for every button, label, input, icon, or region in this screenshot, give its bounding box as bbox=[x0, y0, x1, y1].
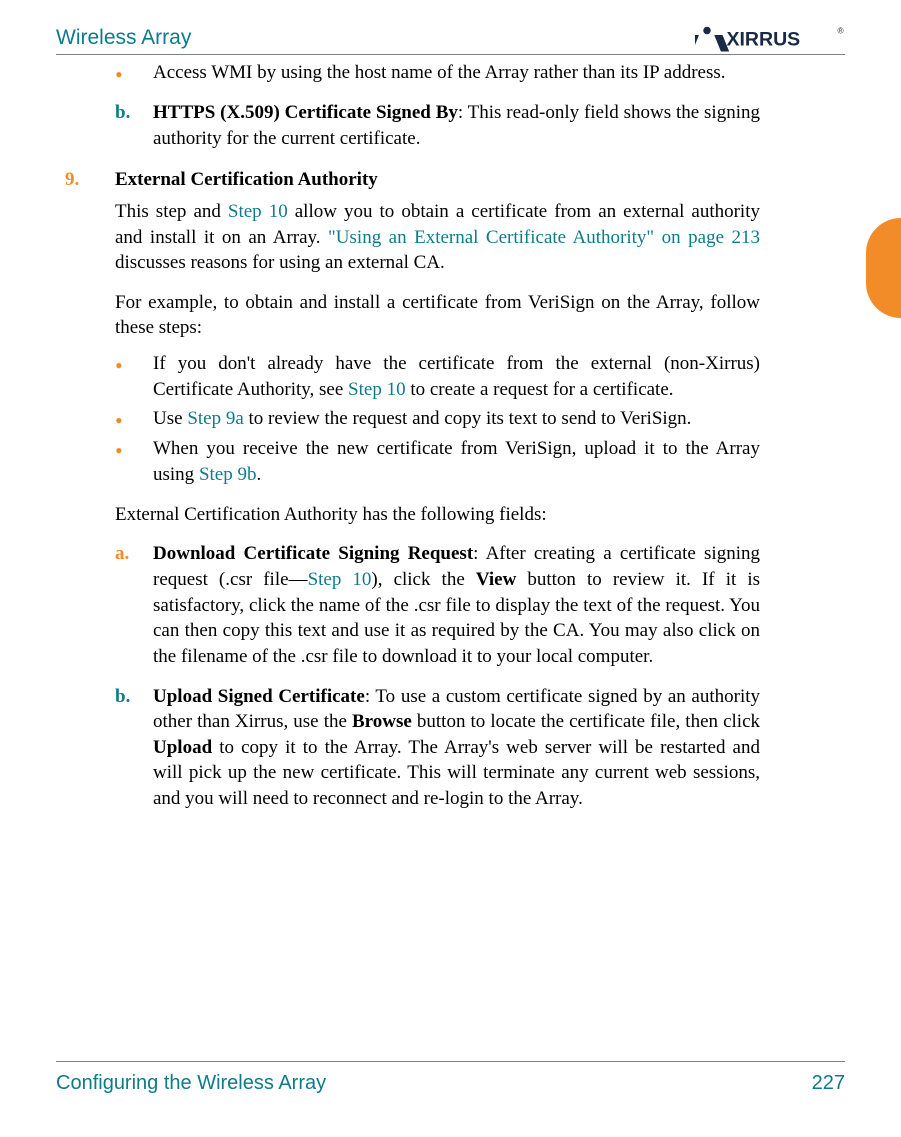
page-footer: Configuring the Wireless Array 227 bbox=[56, 1061, 845, 1095]
item9-p3: External Certification Authority has the… bbox=[115, 502, 760, 528]
text-frag: Use bbox=[153, 408, 187, 429]
bullet-dot-icon: • bbox=[115, 351, 153, 402]
link-step10[interactable]: Step 10 bbox=[348, 379, 406, 400]
logo-registered: ® bbox=[838, 27, 844, 36]
num-text: External Certification Authority This st… bbox=[115, 167, 760, 811]
view-bold: View bbox=[476, 569, 516, 590]
footer-page-number: 227 bbox=[812, 1072, 845, 1095]
header-title: Wireless Array bbox=[56, 26, 191, 50]
page-header: Wireless Array XIRRUS ® bbox=[56, 24, 845, 52]
sub-letter-label: b. bbox=[115, 684, 153, 812]
xirrus-logo: XIRRUS ® bbox=[695, 24, 845, 52]
side-tab bbox=[866, 218, 901, 318]
item9-bullet-list: • If you don't already have the certific… bbox=[115, 351, 760, 488]
bullet-item: • Use Step 9a to review the request and … bbox=[115, 406, 760, 432]
bullet-item: • If you don't already have the certific… bbox=[115, 351, 760, 402]
xirrus-logo-svg: XIRRUS ® bbox=[695, 24, 845, 52]
text-frag: ), click the bbox=[371, 569, 475, 590]
sub-item-text: Upload Signed Certificate: To use a cust… bbox=[153, 684, 760, 812]
bullet-text: Access WMI by using the host name of the… bbox=[153, 60, 760, 86]
bullet-dot-icon: • bbox=[115, 406, 153, 432]
bullet-dot-icon: • bbox=[115, 60, 153, 86]
sub-letter-label: b. bbox=[115, 100, 153, 151]
text-frag: discusses reasons for using an external … bbox=[115, 252, 445, 273]
text-frag: to create a request for a certificate. bbox=[406, 379, 674, 400]
sub-item-a: a. Download Certificate Signing Request:… bbox=[115, 541, 760, 669]
bullet-text: If you don't already have the certificat… bbox=[153, 351, 760, 402]
bullet-item: • When you receive the new certificate f… bbox=[115, 436, 760, 487]
logo-text: XIRRUS bbox=[727, 29, 801, 51]
sub-item-b: b. HTTPS (X.509) Certificate Signed By: … bbox=[115, 100, 760, 151]
item9-p2: For example, to obtain and install a cer… bbox=[115, 290, 760, 341]
browse-bold: Browse bbox=[352, 711, 412, 732]
sub-item-text: HTTPS (X.509) Certificate Signed By: Thi… bbox=[153, 100, 760, 151]
link-ext-ca[interactable]: "Using an External Certificate Authority… bbox=[328, 227, 760, 248]
bullet-text: Use Step 9a to review the request and co… bbox=[153, 406, 760, 432]
link-step10[interactable]: Step 10 bbox=[308, 569, 372, 590]
sub-item-bold: Download Certificate Signing Request bbox=[153, 543, 473, 564]
bullet-dot-icon: • bbox=[115, 436, 153, 487]
text-frag: . bbox=[256, 464, 261, 485]
text-frag: button to locate the certificate file, t… bbox=[412, 711, 760, 732]
page-content: • Access WMI by using the host name of t… bbox=[115, 60, 760, 812]
sub-item-text: Download Certificate Signing Request: Af… bbox=[153, 541, 760, 669]
footer-left: Configuring the Wireless Array bbox=[56, 1072, 326, 1095]
sub-letter-label: a. bbox=[115, 541, 153, 669]
link-step10[interactable]: Step 10 bbox=[228, 201, 288, 222]
bullet-item: • Access WMI by using the host name of t… bbox=[115, 60, 760, 86]
sub-item-b2: b. Upload Signed Certificate: To use a c… bbox=[115, 684, 760, 812]
item9-title: External Certification Authority bbox=[115, 167, 760, 193]
num-label: 9. bbox=[65, 167, 115, 811]
upload-bold: Upload bbox=[153, 737, 212, 758]
link-step9a[interactable]: Step 9a bbox=[187, 408, 243, 429]
sub-item-bold: HTTPS (X.509) Certificate Signed By bbox=[153, 102, 458, 123]
item9-p1: This step and Step 10 allow you to obtai… bbox=[115, 199, 760, 276]
num-item-9: 9. External Certification Authority This… bbox=[65, 167, 760, 811]
sub-item-bold: Upload Signed Certificate bbox=[153, 686, 365, 707]
bullet-text: When you receive the new certificate fro… bbox=[153, 436, 760, 487]
header-rule bbox=[56, 54, 845, 55]
text-frag: to review the request and copy its text … bbox=[244, 408, 692, 429]
text-frag: to copy it to the Array. The Array's web… bbox=[153, 737, 760, 809]
text-frag: This step and bbox=[115, 201, 228, 222]
link-step9b[interactable]: Step 9b bbox=[199, 464, 257, 485]
